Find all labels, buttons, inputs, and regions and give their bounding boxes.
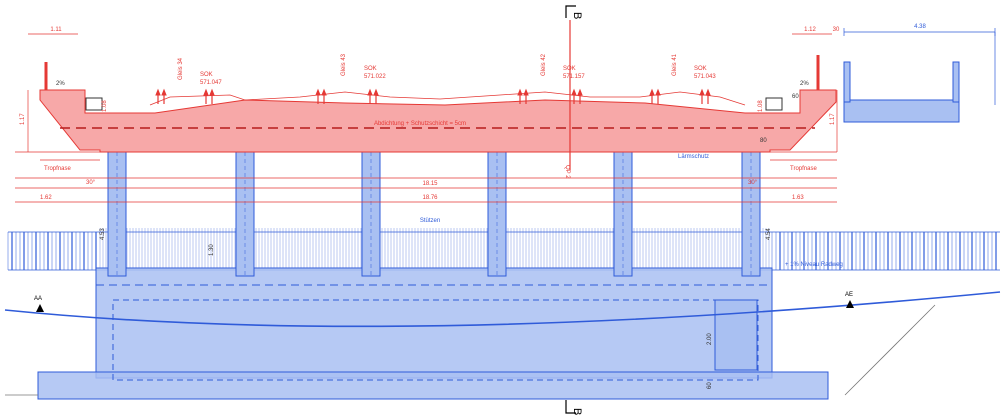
abutment-left: AA	[34, 296, 42, 302]
axis-label: QP 2	[564, 165, 570, 179]
angle-right: 30°	[748, 180, 758, 186]
columns	[107, 151, 761, 277]
superstructure	[39, 55, 837, 153]
foundation-inner-dashed	[112, 299, 759, 381]
drain-box-left	[85, 97, 103, 111]
inset-section	[843, 28, 996, 123]
bike-path-label: + 1% Niveau Radweg	[785, 262, 843, 268]
abutment-right: AE	[845, 292, 853, 298]
slope-right	[844, 304, 936, 396]
track-sok-value-3: 571.157	[563, 74, 585, 80]
substructure	[4, 151, 1001, 400]
section-markers	[565, 5, 576, 414]
dimension-lines	[15, 20, 838, 203]
track-name-4: Gleis 41	[672, 53, 678, 76]
dim-left-small-v: 80	[760, 138, 767, 144]
sealing-note: Abdichtung + Schutzschicht = 5cm	[374, 121, 466, 127]
dim-left-edge: 1.62	[40, 195, 52, 201]
drip-right: Tropfnase	[790, 166, 817, 172]
dim-right-small: 30	[833, 27, 840, 33]
section-letter-bottom: B	[571, 408, 583, 415]
dim-left-inner: 1.08	[102, 100, 108, 112]
dim-total-outer: 18.76	[422, 195, 438, 201]
dim-right-edge: 1.63	[792, 195, 804, 201]
dim-right-small-v: 60	[792, 94, 799, 100]
section-letter-top: B	[571, 12, 583, 19]
rail-arrows	[155, 88, 711, 104]
height-right: 4.54	[766, 228, 772, 240]
dim-left-outer: 1.17	[20, 113, 26, 125]
drain-box-right	[765, 97, 783, 111]
track-sok-value-1: 571.047	[200, 80, 222, 86]
drip-left: Tropfnase	[44, 166, 71, 172]
height-left: 4.53	[100, 228, 106, 240]
track-sok-value-2: 571.022	[364, 74, 386, 80]
columns-label: Stützen	[420, 218, 440, 224]
foundation-base: 60	[707, 382, 713, 389]
foundation-height: 2.00	[707, 333, 713, 345]
track-name-3: Gleis 42	[541, 53, 547, 76]
angle-left: 30°	[86, 180, 96, 186]
track-name-2: Gleis 43	[341, 53, 347, 76]
track-sok-label-1: SOK	[200, 72, 213, 78]
track-sok-label-4: SOK	[694, 66, 707, 72]
noise-barrier-label: Lärmschutz	[678, 154, 709, 160]
dim-left-cantilever: 1.11	[50, 27, 62, 33]
track-sok-value-4: 571.043	[694, 74, 716, 80]
track-sok-label-2: SOK	[364, 66, 377, 72]
dim-right-outer: 1.17	[830, 113, 836, 125]
deck-slab	[39, 89, 837, 153]
height-inner: 1.30	[209, 244, 215, 256]
ballast-line	[149, 91, 746, 106]
terrain-line	[4, 291, 1001, 328]
dim-inset-width: 4.38	[914, 24, 926, 30]
dim-total-inner: 18.15	[422, 181, 438, 187]
slope-right-label: 2%	[800, 81, 809, 87]
abutment-wall	[714, 299, 758, 371]
dim-right-inner: 1.08	[758, 100, 764, 112]
abutment-markers	[36, 300, 854, 312]
slope-left-label: 2%	[56, 81, 65, 87]
track-sok-label-3: SOK	[563, 66, 576, 72]
foundation-footing	[37, 371, 829, 400]
dim-right-cantilever: 1.12	[804, 27, 816, 33]
track-name-1: Gleis 34	[178, 57, 184, 80]
